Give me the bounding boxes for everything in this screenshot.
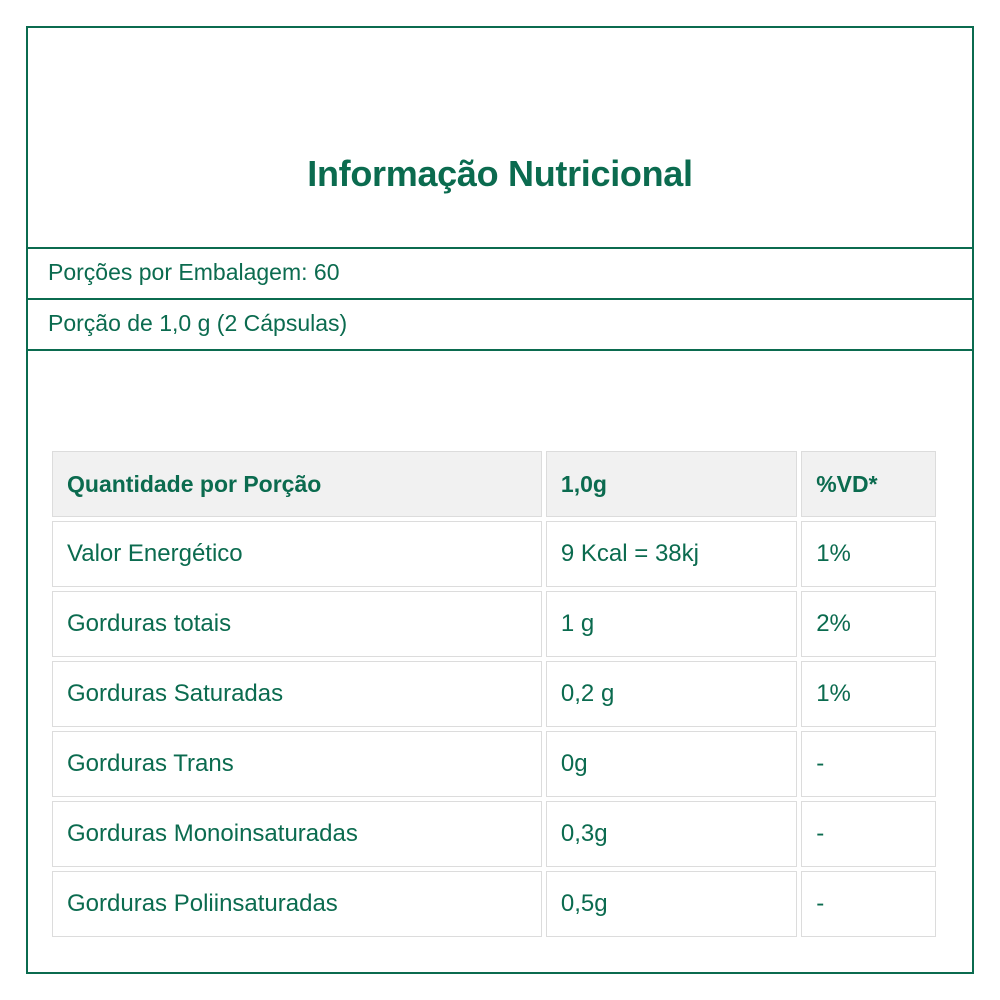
nutrient-name: Gorduras Saturadas: [52, 661, 542, 727]
nutrient-name: Gorduras Monoinsaturadas: [52, 801, 542, 867]
servings-per-package: Porções por Embalagem: 60: [28, 247, 972, 296]
table-row: Gorduras Saturadas 0,2 g 1%: [52, 661, 936, 727]
nutrient-daily-value: 2%: [801, 591, 936, 657]
header-amount: 1,0g: [545, 451, 798, 517]
nutrient-name: Gorduras Trans: [52, 731, 542, 797]
serving-size: Porção de 1,0 g (2 Cápsulas): [28, 298, 972, 347]
section-divider: [28, 349, 972, 351]
table-row: Gorduras Poliinsaturadas 0,5g -: [52, 871, 936, 937]
header-quantity: Quantidade por Porção: [52, 451, 542, 517]
nutrient-name: Gorduras Poliinsaturadas: [52, 871, 542, 937]
nutrient-daily-value: -: [801, 731, 936, 797]
table-row: Gorduras totais 1 g 2%: [52, 591, 936, 657]
nutrient-amount: 0,2 g: [545, 661, 798, 727]
header-daily-value: %VD*: [801, 451, 936, 517]
nutrition-table: Quantidade por Porção 1,0g %VD* Valor En…: [48, 447, 940, 941]
nutrient-amount: 1 g: [545, 591, 798, 657]
nutrient-name: Valor Energético: [52, 521, 542, 587]
title-area: Informação Nutricional: [28, 28, 972, 247]
nutrient-amount: 0g: [545, 731, 798, 797]
nutrient-amount: 0,3g: [545, 801, 798, 867]
table-row: Gorduras Monoinsaturadas 0,3g -: [52, 801, 936, 867]
table-row: Gorduras Trans 0g -: [52, 731, 936, 797]
nutrient-daily-value: -: [801, 801, 936, 867]
table-header-row: Quantidade por Porção 1,0g %VD*: [52, 451, 936, 517]
page-title: Informação Nutricional: [307, 152, 693, 194]
nutrient-name: Gorduras totais: [52, 591, 542, 657]
nutrient-amount: 0,5g: [545, 871, 798, 937]
nutrient-daily-value: 1%: [801, 661, 936, 727]
nutrition-panel: Informação Nutricional Porções por Embal…: [26, 26, 974, 974]
nutrient-daily-value: -: [801, 871, 936, 937]
nutrient-amount: 9 Kcal = 38kj: [545, 521, 798, 587]
table-row: Valor Energético 9 Kcal = 38kj 1%: [52, 521, 936, 587]
nutrition-table-wrap: Quantidade por Porção 1,0g %VD* Valor En…: [50, 447, 938, 941]
nutrient-daily-value: 1%: [801, 521, 936, 587]
